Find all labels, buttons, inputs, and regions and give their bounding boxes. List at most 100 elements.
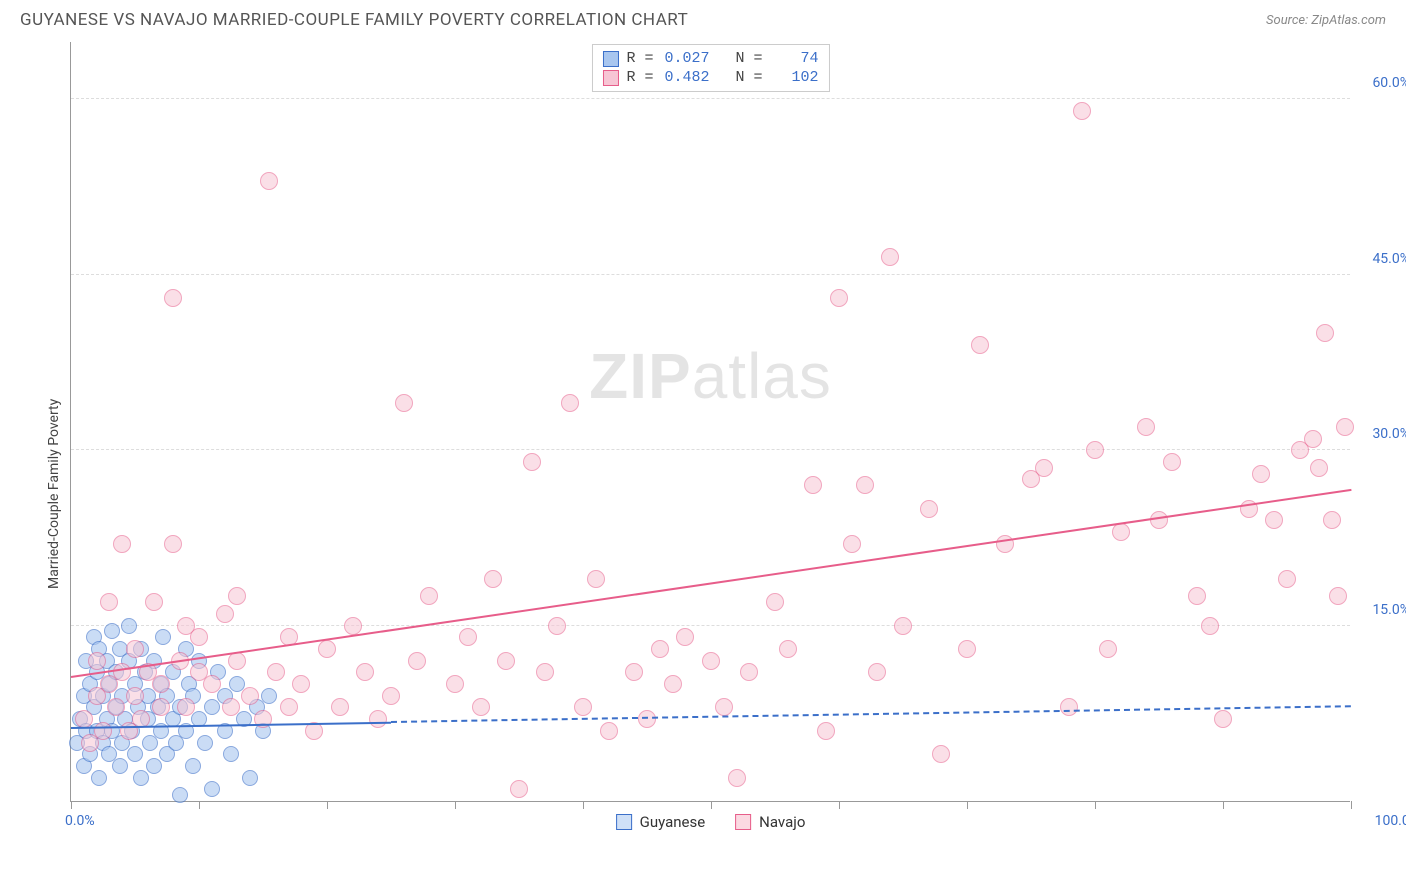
x-tick (71, 801, 72, 809)
stats-row: R =0.027 N =74 (602, 49, 818, 68)
data-point (185, 758, 201, 774)
data-point (817, 722, 835, 740)
data-point (100, 593, 118, 611)
watermark: ZIPatlas (589, 339, 832, 413)
data-point (104, 623, 120, 639)
data-point (145, 593, 163, 611)
data-point (932, 745, 950, 763)
data-point (728, 769, 746, 787)
data-point (126, 640, 144, 658)
data-point (587, 570, 605, 588)
data-point (766, 593, 784, 611)
data-point (94, 722, 112, 740)
y-tick-label: 60.0% (1372, 75, 1406, 91)
x-tick (327, 801, 328, 809)
data-point (1112, 523, 1130, 541)
data-point (971, 336, 989, 354)
data-point (1073, 102, 1091, 120)
data-point (638, 710, 656, 728)
data-point (331, 698, 349, 716)
data-point (1265, 511, 1283, 529)
data-point (830, 289, 848, 307)
legend-swatch (735, 814, 751, 830)
data-point (113, 535, 131, 553)
data-point (121, 618, 137, 634)
stat-key: N = (718, 69, 763, 86)
data-point (600, 722, 618, 740)
data-point (146, 758, 162, 774)
data-point (395, 394, 413, 412)
data-point (155, 629, 171, 645)
x-tick (839, 801, 840, 809)
data-point (1060, 698, 1078, 716)
data-point (1188, 587, 1206, 605)
x-tick (583, 801, 584, 809)
data-point (75, 710, 93, 728)
data-point (1163, 453, 1181, 471)
data-point (1086, 441, 1104, 459)
data-point (242, 770, 258, 786)
data-point (113, 663, 131, 681)
x-min-label: 0.0% (65, 813, 95, 829)
data-point (420, 587, 438, 605)
x-tick (1223, 801, 1224, 809)
data-point (472, 698, 490, 716)
y-axis-label: Married-Couple Family Poverty (46, 399, 62, 589)
data-point (261, 688, 277, 704)
plot-area: 15.0%30.0%45.0%60.0%0.0%100.0%ZIPatlasR … (70, 42, 1350, 802)
data-point (1214, 710, 1232, 728)
x-tick (1095, 801, 1096, 809)
legend-swatch (616, 814, 632, 830)
legend: Guyanese Navajo (616, 813, 806, 831)
data-point (382, 687, 400, 705)
stat-n-value: 102 (771, 69, 819, 86)
data-point (894, 617, 912, 635)
data-point (958, 640, 976, 658)
data-point (260, 172, 278, 190)
data-point (868, 663, 886, 681)
legend-item: Navajo (735, 813, 805, 831)
data-point (1323, 511, 1341, 529)
stat-n-value: 74 (771, 50, 819, 67)
x-tick (455, 801, 456, 809)
data-point (1150, 511, 1168, 529)
stat-key: R = (626, 50, 653, 67)
data-point (536, 663, 554, 681)
data-point (651, 640, 669, 658)
gridline (71, 625, 1350, 626)
data-point (1099, 640, 1117, 658)
y-tick-label: 45.0% (1372, 251, 1406, 267)
data-point (127, 746, 143, 762)
correlation-stats-box: R =0.027 N =74R = 0.482 N = 102 (591, 44, 829, 92)
stat-key: R = (626, 69, 653, 86)
data-point (91, 770, 107, 786)
data-point (152, 698, 170, 716)
data-point (112, 758, 128, 774)
data-point (228, 587, 246, 605)
data-point (881, 248, 899, 266)
data-point (843, 535, 861, 553)
data-point (779, 640, 797, 658)
data-point (126, 687, 144, 705)
data-point (523, 453, 541, 471)
data-point (1252, 465, 1270, 483)
data-point (548, 617, 566, 635)
chart-title: GUYANESE VS NAVAJO MARRIED-COUPLE FAMILY… (20, 10, 688, 30)
data-point (152, 675, 170, 693)
data-point (292, 675, 310, 693)
data-point (497, 652, 515, 670)
data-point (510, 780, 528, 798)
data-point (280, 698, 298, 716)
data-point (164, 535, 182, 553)
data-point (190, 628, 208, 646)
data-point (676, 628, 694, 646)
data-point (133, 770, 149, 786)
data-point (216, 605, 234, 623)
stat-r-value: 0.482 (662, 69, 710, 86)
legend-label: Guyanese (640, 813, 706, 831)
stats-row: R = 0.482 N = 102 (602, 68, 818, 87)
x-tick (711, 801, 712, 809)
x-tick (1351, 801, 1352, 809)
gridline (71, 274, 1350, 275)
legend-label: Navajo (759, 813, 805, 831)
